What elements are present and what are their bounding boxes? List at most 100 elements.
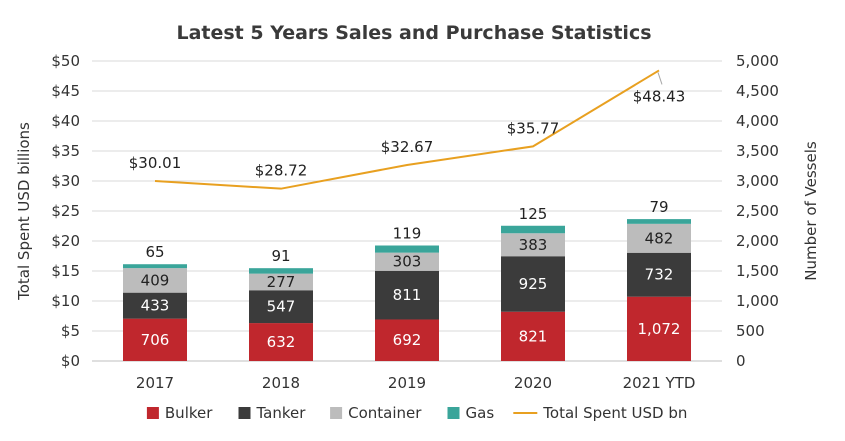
data-label-gas: 125 (519, 205, 548, 223)
data-label-gas: 65 (145, 243, 164, 261)
bar-bulker (375, 319, 439, 361)
bar-bulker (501, 311, 565, 361)
bar-tanker (501, 256, 565, 312)
bar-tanker (249, 290, 313, 324)
line-total-spent-usd-bn (154, 69, 660, 190)
legend-item-tanker: Tanker (238, 404, 307, 422)
data-label-tanker: 925 (519, 275, 548, 293)
x-tick-label: 2017 (136, 374, 174, 392)
x-tick-label: 2019 (388, 374, 426, 392)
bar-labels: 706 433 409 65 632 547 277 91 692 811 303 119 821 925… (141, 198, 681, 351)
y-tick-label: $10 (51, 292, 80, 310)
legend-item-gas: Gas (447, 404, 495, 422)
y2-tick-label: 0 (736, 352, 746, 370)
bar-tanker (123, 292, 187, 319)
y2-tick-label: 3,000 (736, 172, 779, 190)
y-tick-label: $15 (51, 262, 80, 280)
line-labels: $30.01 $28.72 $32.67 $35.77 $48.43 (129, 72, 686, 180)
legend-label: Bulker (165, 404, 213, 422)
legend-item-total-spent-usd-bn: Total Spent USD bn (513, 404, 687, 422)
bar-gas (375, 245, 439, 253)
y2-tick-label: 2,000 (736, 232, 779, 250)
y2-tick-label: 500 (736, 322, 765, 340)
chart-title: Latest 5 Years Sales and Purchase Statis… (176, 22, 651, 44)
bar-bulker (627, 296, 691, 361)
legend: Bulker Tanker Container Gas Total Spent USD … (146, 404, 687, 422)
legend-swatch (330, 407, 343, 419)
bar-bulker (249, 323, 313, 361)
data-label-gas: 91 (271, 247, 290, 265)
x-tick-label: 2020 (514, 374, 552, 392)
y-tick-label: $35 (51, 142, 80, 160)
y2-axis-ticks: 0 500 1,000 1,500 2,000 2,500 3,000 3,500 4,000 4… (736, 52, 779, 370)
y2-tick-label: 1,000 (736, 292, 779, 310)
data-label-container: 383 (519, 236, 548, 254)
bar-container (375, 252, 439, 271)
data-label-bulker: 1,072 (638, 320, 681, 338)
y2-tick-label: 4,000 (736, 112, 779, 130)
bar-container (501, 233, 565, 257)
bar-gas (501, 225, 565, 234)
x-axis-ticks: 2017 2018 2019 2020 2021 YTD (136, 374, 696, 392)
y2-tick-label: 3,500 (736, 142, 779, 160)
line-data-label: $35.77 (507, 119, 560, 137)
data-label-tanker: 811 (393, 286, 422, 304)
legend-label: Total Spent USD bn (542, 404, 687, 422)
data-label-container: 277 (267, 273, 296, 291)
data-label-bulker: 821 (519, 327, 548, 345)
bar-gas (123, 264, 187, 269)
legend-item-container: Container (330, 404, 422, 422)
data-label-tanker: 547 (267, 298, 296, 316)
y-tick-label: $20 (51, 232, 80, 250)
line-data-label: $30.01 (129, 154, 182, 172)
legend-item-bulker: Bulker (146, 404, 213, 422)
y-tick-label: $25 (51, 202, 80, 220)
y-tick-label: $0 (61, 352, 80, 370)
data-label-bulker: 692 (393, 331, 422, 349)
data-label-tanker: 732 (645, 266, 674, 284)
bar-container (249, 273, 313, 291)
bar-bulker (123, 318, 187, 361)
bar-gas (249, 268, 313, 274)
data-label-gas: 79 (649, 198, 668, 216)
y2-tick-label: 4,500 (736, 82, 779, 100)
legend-swatch (146, 407, 159, 419)
bar-tanker (627, 252, 691, 297)
bar-container (123, 268, 187, 293)
bar-gas (627, 219, 691, 224)
legend-label: Tanker (256, 404, 307, 422)
line-data-label: $28.72 (255, 162, 308, 180)
bars (123, 219, 691, 361)
y-axis-title: Total Spent USD billions (15, 122, 33, 301)
legend-swatch (238, 407, 251, 419)
data-label-gas: 119 (393, 225, 422, 243)
data-label-container: 482 (645, 229, 674, 247)
y-tick-label: $50 (51, 52, 80, 70)
y-tick-label: $40 (51, 112, 80, 130)
data-label-tanker: 433 (141, 297, 170, 315)
y2-tick-label: 1,500 (736, 262, 779, 280)
x-tick-label: 2018 (262, 374, 300, 392)
y-tick-label: $30 (51, 172, 80, 190)
legend-label: Gas (466, 404, 495, 422)
y-tick-label: $5 (61, 322, 80, 340)
line-data-label: $48.43 (633, 87, 686, 105)
data-label-bulker: 632 (267, 333, 296, 351)
total-spent-line (154, 69, 660, 190)
data-label-container: 409 (141, 271, 170, 289)
legend-label: Container (348, 404, 422, 422)
legend-swatch (447, 407, 460, 419)
gridlines (92, 60, 722, 362)
bar-tanker (375, 270, 439, 320)
line-data-label: $32.67 (381, 138, 434, 156)
y-axis-ticks: $0 $5 $10 $15 $20 $25 $30 $35 $40 $45 $50 (51, 52, 80, 370)
y2-tick-label: 5,000 (736, 52, 779, 70)
y-tick-label: $45 (51, 82, 80, 100)
bar-container (627, 223, 691, 253)
x-tick-label: 2021 YTD (623, 374, 696, 392)
data-label-bulker: 706 (141, 331, 170, 349)
y2-axis-title: Number of Vessels (802, 141, 820, 281)
data-label-container: 303 (393, 253, 422, 271)
